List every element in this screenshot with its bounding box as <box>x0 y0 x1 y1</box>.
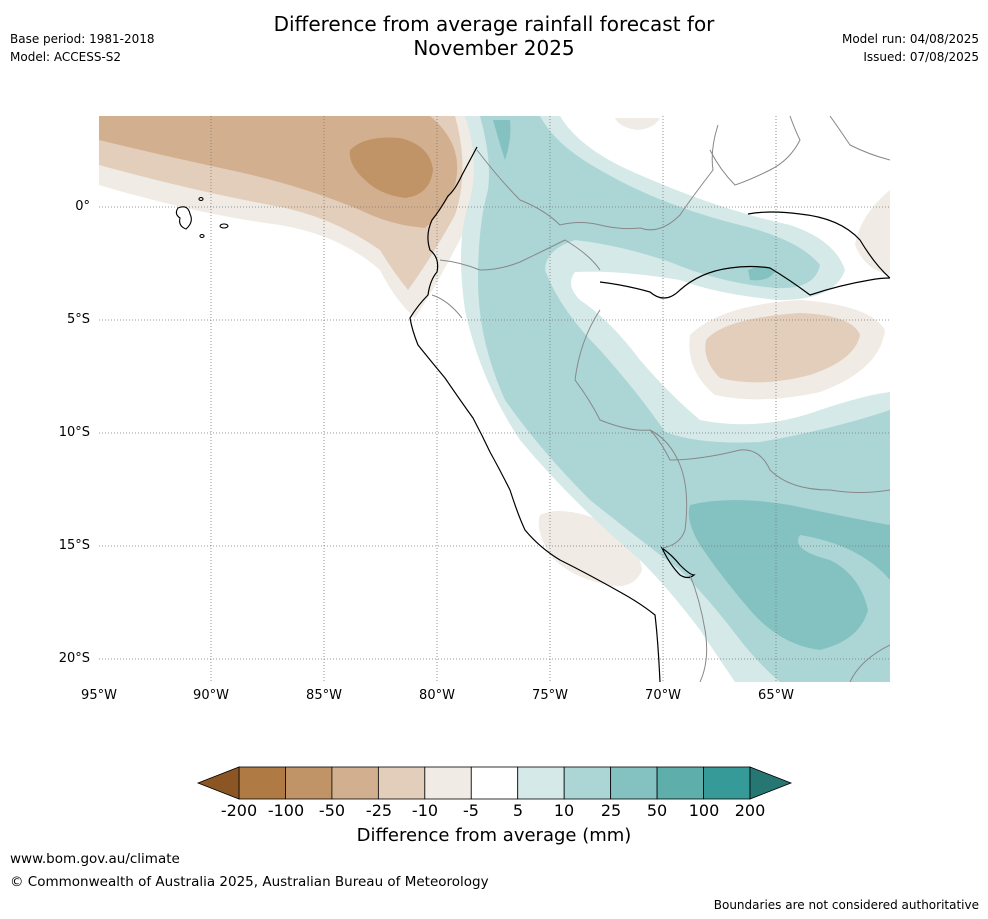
map-title: Difference from average rainfall forecas… <box>0 12 988 60</box>
colorbar-outline <box>196 766 793 800</box>
model-run: Model run: 04/08/2025 <box>841 32 979 46</box>
colorbar-cell <box>331 766 379 800</box>
cb-label-3: -50 <box>318 801 346 820</box>
colorbar-cell <box>238 766 286 800</box>
dry-region-east-5 <box>855 190 890 275</box>
cb-label-2: -100 <box>267 801 305 820</box>
lat-label-10s: 10°S <box>58 425 90 440</box>
cb-label-12: 200 <box>734 801 766 820</box>
title-line-1: Difference from average rainfall forecas… <box>273 12 715 36</box>
cb-label-7: 5 <box>512 801 524 820</box>
lon-label-95w: 95°W <box>81 688 117 703</box>
lon-label-75w: 75°W <box>532 688 568 703</box>
coastline-caribbean <box>747 211 890 279</box>
lon-label-85w: 85°W <box>306 688 342 703</box>
colorbar-cells <box>238 766 751 800</box>
colorbar-arrow-left <box>196 766 240 800</box>
colorbar-cell <box>517 766 565 800</box>
graticule <box>99 116 890 682</box>
lat-label-0: 0° <box>75 199 90 214</box>
base-period: Base period: 1981-2018 <box>10 32 155 46</box>
cb-label-1: -200 <box>220 801 258 820</box>
dry-region-50 <box>349 137 433 198</box>
colorbar-cell <box>424 766 472 800</box>
titicaca-lake <box>660 546 696 579</box>
lat-label-15s: 15°S <box>58 538 90 553</box>
colorbar-cell <box>377 766 426 800</box>
dry-region-southcoast-5 <box>538 511 642 587</box>
meta-right: Model run: 04/08/2025 Issued: 07/08/2025 <box>842 30 979 66</box>
colorbar-cell <box>285 766 333 800</box>
wet-region-25-north <box>493 120 511 160</box>
colorbar-arrow-right <box>749 766 793 800</box>
footer-note: Boundaries are not considered authoritat… <box>713 898 979 912</box>
lon-label-65w: 65°W <box>758 688 794 703</box>
issued-date: Issued: 07/08/2025 <box>863 50 979 64</box>
amazon-river <box>599 265 890 299</box>
colorbar-title: Difference from average (mm) <box>356 825 632 846</box>
wet-region-25-south <box>688 500 890 650</box>
lon-label-80w: 80°W <box>419 688 455 703</box>
model-name: Model: ACCESS-S2 <box>10 50 122 64</box>
cb-label-9: 25 <box>600 801 622 820</box>
cb-label-5: -10 <box>411 801 439 820</box>
cb-label-10: 50 <box>646 801 668 820</box>
lat-label-20s: 20°S <box>58 651 90 666</box>
footer-url[interactable]: www.bom.gov.au/climate <box>10 851 180 867</box>
coastline <box>409 146 661 682</box>
country-borders <box>431 116 890 682</box>
dry-region-north-5 <box>615 118 660 130</box>
colorbar-cell <box>563 766 612 800</box>
galapagos-islands <box>175 196 229 239</box>
cb-label-4: -25 <box>365 801 393 820</box>
dry-region-interior-10 <box>705 313 860 383</box>
cb-label-8: 10 <box>553 801 575 820</box>
lon-label-90w: 90°W <box>193 688 229 703</box>
cb-label-6: -5 <box>463 801 479 820</box>
colorbar-cell <box>610 766 658 800</box>
meta-left: Base period: 1981-2018 Model: ACCESS-S2 <box>10 30 155 66</box>
colorbar-cell <box>470 766 519 800</box>
cb-label-11: 100 <box>688 801 720 820</box>
footer-copyright: © Commonwealth of Australia 2025, Austra… <box>10 874 489 890</box>
colorbar-cell <box>703 766 751 800</box>
colorbar-cell <box>656 766 704 800</box>
map-field <box>99 116 890 682</box>
title-line-2: November 2025 <box>413 36 575 60</box>
lat-label-5s: 5°S <box>66 312 90 327</box>
wet-region-25-east <box>748 266 775 281</box>
lon-label-70w: 70°W <box>645 688 681 703</box>
